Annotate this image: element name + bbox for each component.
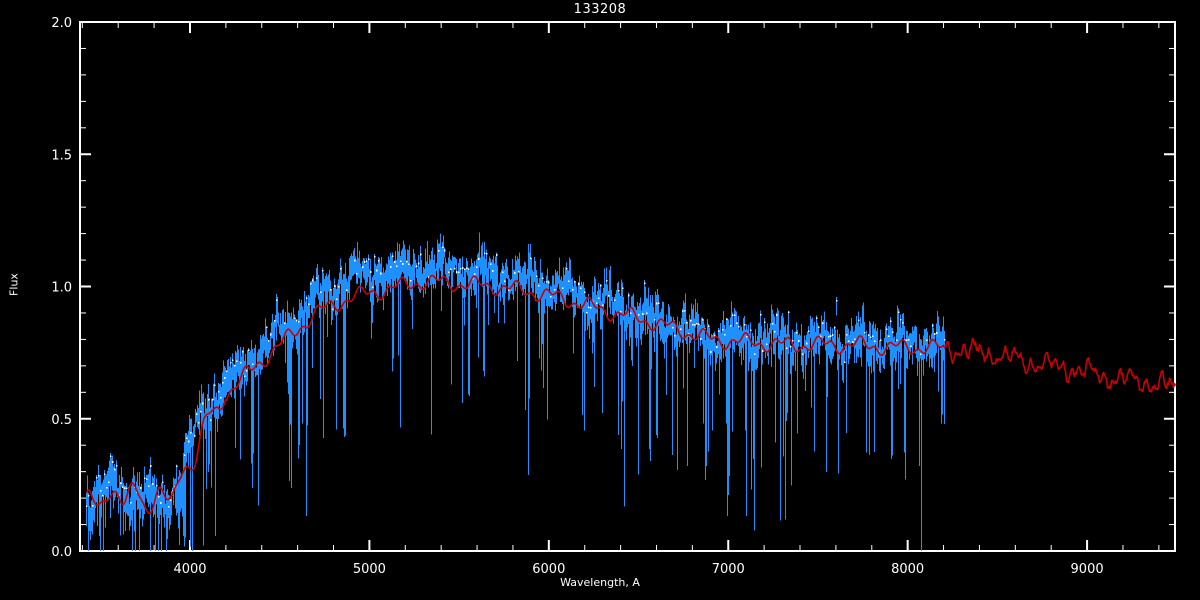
x-tick-label: 7000 <box>712 562 745 577</box>
page-title: 133208 <box>573 2 627 17</box>
scatter-points-series <box>86 246 946 508</box>
x-tick-label: 5000 <box>353 562 386 577</box>
y-tick-label: 1.0 <box>51 281 72 296</box>
x-tick-label: 6000 <box>532 562 565 577</box>
axis-ticks <box>80 21 1175 552</box>
x-tick-label: 4000 <box>173 562 206 577</box>
y-tick-label: 2.0 <box>51 16 72 31</box>
x-tick-label: 9000 <box>1071 562 1104 577</box>
axes-frame <box>79 21 1176 552</box>
x-axis-label: Wavelength, A <box>560 576 640 589</box>
y-tick-label: 1.5 <box>51 148 72 163</box>
y-tick-label: 0.5 <box>51 413 72 428</box>
tick-labels: 4000 5000 6000 7000 8000 9000 0.0 0.5 1.0 1.5 2.0 <box>51 16 1103 577</box>
x-tick-label: 8000 <box>891 562 924 577</box>
y-tick-label: 0.0 <box>51 545 72 560</box>
model-fit-series <box>85 274 1177 515</box>
